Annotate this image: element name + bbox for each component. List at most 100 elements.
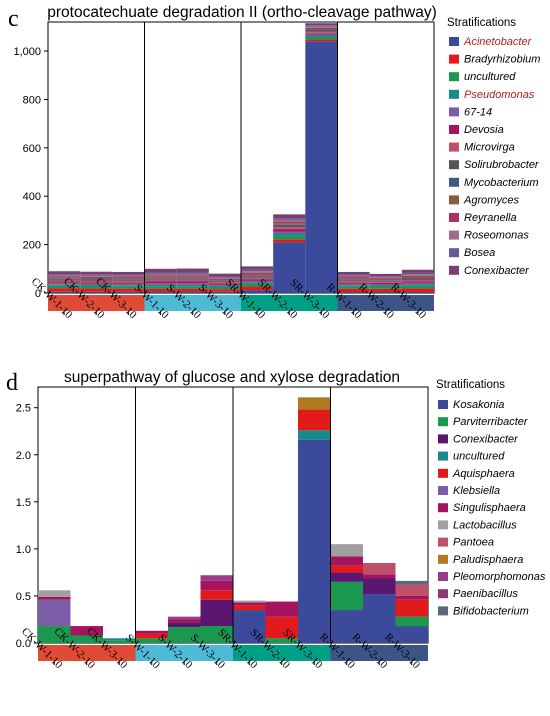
c-bar-segment-S-W-2-10-67-14 xyxy=(176,283,209,286)
panel-c-title: protocatechuate degradation II (ortho-cl… xyxy=(47,4,436,21)
c-bar-segment-S-W-1-10-Acinetobacter xyxy=(144,291,177,293)
c-legend-label-Devosia: Devosia xyxy=(464,124,504,136)
c-bar-segment-R-W-1-10-Reyranella xyxy=(337,277,370,279)
d-group-block-1 xyxy=(38,645,136,661)
d-bar-segment-SR-W-3-10-uncultured xyxy=(298,430,331,440)
c-bar-segment-CK-W-2-10-Microvirga xyxy=(80,280,113,283)
c-bar-segment-S-W-1-10-Devosia xyxy=(144,281,177,284)
panel-d-group-strip xyxy=(38,645,428,661)
c-bar-segment-CK-W-1-10-Conexibacter xyxy=(48,271,81,275)
c-bar-segment-CK-W-2-10-Bradyrhizobium xyxy=(80,288,113,292)
panel-d-letter: d xyxy=(6,370,18,396)
d-legend-swatch-Parviterribacter xyxy=(438,417,448,427)
c-bar-segment-CK-W-2-10-Conexibacter xyxy=(80,271,113,275)
c-bar-segment-CK-W-3-10-Bosea xyxy=(112,274,145,276)
c-bar-segment-SR-W-1-10-Bradyrhizobium xyxy=(241,286,274,291)
d-bar-segment-R-W-2-10-Conexibacter xyxy=(363,578,396,595)
panel-d: d superpathway of glucose and xylose deg… xyxy=(6,369,546,671)
c-bar-segment-R-W-3-10-67-14 xyxy=(401,282,434,285)
d-legend-label-Klebsiella: Klebsiella xyxy=(453,485,500,497)
c-legend-swatch-Bosea xyxy=(449,248,459,258)
d-legend-swatch-Singulisphaera xyxy=(438,503,448,513)
c-bar-segment-SR-W-1-10-Microvirga xyxy=(241,277,274,280)
c-bar-segment-CK-W-2-10-Devosia xyxy=(80,282,113,284)
d-bar-segment-S-W-1-10-Singulisphaera xyxy=(135,630,168,634)
d-legend-swatch-Lactobacillus xyxy=(438,520,448,530)
d-bar-segment-SR-W-2-10-Aquisphaera xyxy=(265,616,298,639)
d-bar-segment-CK-W-3-10-uncultured xyxy=(103,638,136,641)
c-bar-segment-R-W-1-10-Conexibacter xyxy=(337,271,370,275)
c-bar-segment-SR-W-3-10-Bradyrhizobium xyxy=(305,39,338,42)
c-bar-segment-CK-W-2-10-uncultured xyxy=(80,285,113,289)
c-bar-segment-CK-W-1-10-Agromyces xyxy=(48,277,81,279)
c-bar-segment-CK-W-1-10-67-14 xyxy=(48,283,81,285)
c-bar-segment-R-W-1-10-uncultured xyxy=(337,286,370,289)
c-bar-segment-SR-W-3-10-Mycobacterium xyxy=(305,29,338,32)
c-bar-segment-SR-W-3-10-Roseomonas xyxy=(305,26,338,28)
c-legend-label-Bosea: Bosea xyxy=(464,247,495,259)
c-bar-segment-SR-W-1-10-Mycobacterium xyxy=(241,275,274,277)
c-bar-segment-R-W-3-10-Agromyces xyxy=(401,277,434,278)
d-legend-label-Lactobacillus: Lactobacillus xyxy=(453,519,517,531)
c-legend-swatch-Agromyces xyxy=(449,195,459,205)
c-bar-segment-SR-W-3-10-uncultured xyxy=(305,37,338,40)
c-legend-label-Conexibacter: Conexibacter xyxy=(464,265,530,277)
c-legend-swatch-Devosia xyxy=(449,125,459,134)
c-bar-segment-CK-W-1-10-uncultured xyxy=(48,285,81,289)
c-bar-segment-SR-W-3-10-Reyranella xyxy=(305,27,338,30)
c-bar-segment-SR-W-2-10-Roseomonas xyxy=(273,219,306,222)
d-y-tick-label: 2.5 xyxy=(16,403,31,415)
c-bar-segment-S-W-3-10-Roseomonas xyxy=(208,277,241,279)
c-bar-segment-CK-W-2-10-Solirubrobacter xyxy=(80,279,113,281)
c-legend-swatch-Microvirga xyxy=(449,142,459,152)
d-legend-label-Bifidobacterium: Bifidobacterium xyxy=(453,605,529,617)
c-bar-segment-R-W-1-10-Roseomonas xyxy=(337,275,370,278)
c-bar-segment-S-W-2-10-Agromyces xyxy=(176,276,209,278)
c-bar-segment-R-W-2-10-Microvirga xyxy=(369,281,402,283)
d-legend-swatch-Kosakonia xyxy=(438,400,448,409)
c-bar-segment-R-W-1-10-Solirubrobacter xyxy=(337,280,370,282)
d-bar-segment-CK-W-1-10-Klebsiella xyxy=(38,599,71,627)
d-legend-swatch-uncultured xyxy=(438,451,448,461)
d-bar-segment-S-W-1-10-Parviterribacter xyxy=(135,638,168,643)
panel-d-title: superpathway of glucose and xylose degra… xyxy=(64,369,400,386)
c-bar-segment-CK-W-3-10-Pseudomonas xyxy=(112,285,145,287)
d-legend-swatch-Bifidobacterium xyxy=(438,606,448,616)
c-bar-segment-S-W-3-10-Reyranella xyxy=(208,278,241,280)
d-bar-segment-R-W-2-10-Singulisphaera xyxy=(363,574,396,579)
c-bar-segment-S-W-3-10-Conexibacter xyxy=(208,273,241,277)
c-bar-segment-S-W-2-10-Solirubrobacter xyxy=(176,278,209,280)
c-bar-segment-CK-W-1-10-Microvirga xyxy=(48,280,81,283)
d-bar-segment-R-W-3-10-Singulisphaera xyxy=(395,595,428,600)
c-bar-segment-S-W-1-10-Solirubrobacter xyxy=(144,278,177,280)
c-bar-segment-R-W-1-10-Pseudomonas xyxy=(337,285,370,287)
d-bar-segment-R-W-1-10-Kosakonia xyxy=(330,610,363,643)
c-bar-segment-S-W-1-10-Microvirga xyxy=(144,279,177,282)
d-legend-label-Parviterribacter: Parviterribacter xyxy=(453,416,529,428)
c-legend-label-Agromyces: Agromyces xyxy=(463,194,520,206)
c-bar-segment-R-W-2-10-uncultured xyxy=(369,286,402,289)
c-bar-segment-S-W-3-10-Agromyces xyxy=(208,279,241,281)
c-bar-segment-CK-W-3-10-Mycobacterium xyxy=(112,279,145,281)
c-bar-segment-SR-W-2-10-Pseudomonas xyxy=(273,233,306,236)
c-bar-segment-R-W-2-10-67-14 xyxy=(369,284,402,286)
c-bar-segment-S-W-1-10-Roseomonas xyxy=(144,273,177,276)
c-bar-segment-SR-W-2-10-Reyranella xyxy=(273,221,306,224)
c-bar-segment-SR-W-2-10-Agromyces xyxy=(273,223,306,225)
c-bar-segment-R-W-2-10-Acinetobacter xyxy=(369,292,402,293)
c-bar-segment-SR-W-3-10-Acinetobacter xyxy=(305,41,338,293)
c-bar-segment-CK-W-3-10-Roseomonas xyxy=(112,275,145,278)
c-bar-segment-CK-W-2-10-Acinetobacter xyxy=(80,291,113,293)
c-bar-segment-S-W-2-10-uncultured xyxy=(176,286,209,289)
panel-c-plot-area xyxy=(47,21,435,294)
d-legend-label-Conexibacter: Conexibacter xyxy=(453,433,519,445)
c-legend-swatch-Pseudomonas xyxy=(449,89,459,99)
c-bar-segment-R-W-1-10-Bradyrhizobium xyxy=(337,288,370,293)
d-bar-segment-S-W-3-10-Conexibacter xyxy=(200,599,233,627)
d-legend-swatch-Paenibacillus xyxy=(438,589,448,599)
d-y-tick-label: 0.5 xyxy=(16,591,31,603)
c-bar-segment-S-W-3-10-Solirubrobacter xyxy=(208,281,241,283)
d-bar-segment-SR-W-3-10-Aquisphaera xyxy=(298,409,331,431)
c-bar-segment-CK-W-1-10-Solirubrobacter xyxy=(48,279,81,281)
d-bar-segment-R-W-1-10-Aquisphaera xyxy=(330,565,363,573)
